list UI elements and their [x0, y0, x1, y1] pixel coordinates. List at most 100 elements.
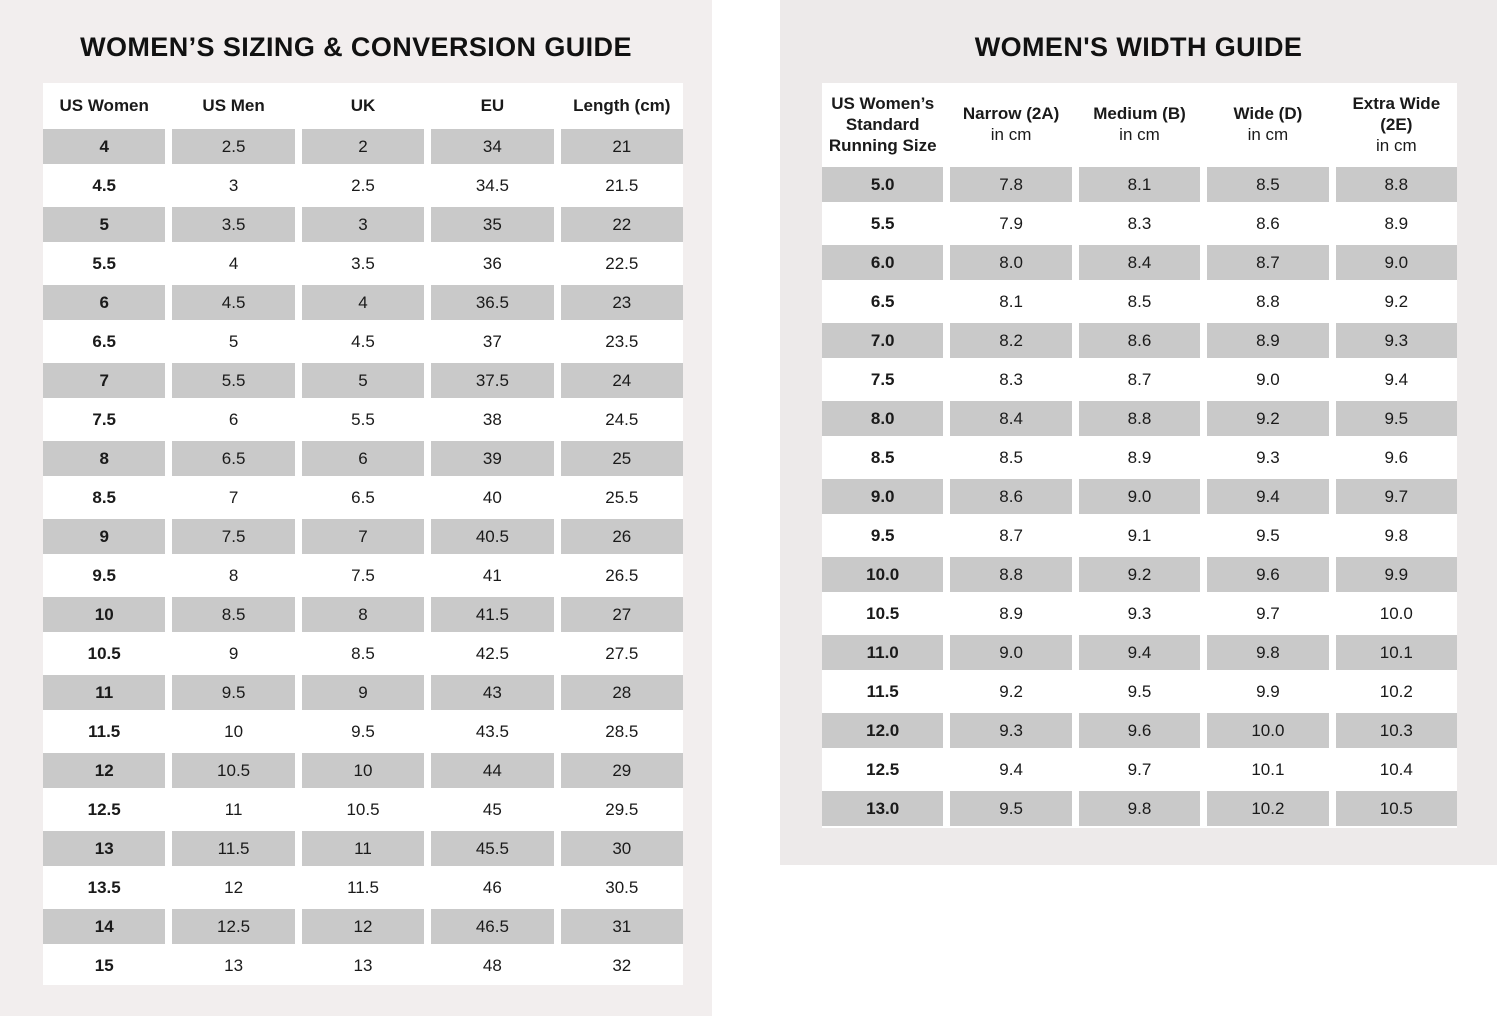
- sizing-table-cell: 44: [431, 753, 554, 788]
- width-table-cell: 8.7: [1207, 245, 1329, 280]
- sizing-table-cell: 5: [43, 207, 166, 242]
- width-table-cell: 9.2: [1078, 557, 1201, 592]
- width-table-cell: 7.5: [870, 369, 895, 389]
- width-table-cell: 8.8: [1335, 167, 1457, 202]
- sizing-table-row: 7 5.5 5 37.5 24: [43, 361, 683, 400]
- width-table-cell: 10.4: [1379, 759, 1413, 779]
- sizing-table-cell: 24.5: [605, 409, 639, 429]
- sizing-table-body: 4 2.5 2 34 21 4.5 3 2.5 34.5 21.5 5 3.5 3 35 22 5.5 4 3.5…: [43, 127, 683, 985]
- sizing-table-cell: 9.5: [172, 675, 295, 710]
- sizing-table-cell: 13: [353, 955, 373, 975]
- sizing-column-header: US Women: [59, 95, 149, 115]
- sizing-table-row: 6.5 5 4.5 37 23.5: [43, 322, 683, 361]
- sizing-table-cell: 4: [301, 285, 425, 320]
- width-table-cell: 9.1: [1127, 525, 1152, 545]
- sizing-table-cell: 46: [482, 877, 502, 897]
- width-table-row: 7.0 8.2 8.6 8.9 9.3: [822, 321, 1457, 360]
- sizing-table-cell: 37.5: [431, 363, 554, 398]
- sizing-table-cell: 7: [43, 363, 166, 398]
- sizing-table-cell: 10: [43, 597, 166, 632]
- sizing-table-cell: 6: [228, 409, 239, 429]
- sizing-table-row: 10 8.5 8 41.5 27: [43, 595, 683, 634]
- width-column-header: Narrow (2A) in cm: [962, 104, 1060, 144]
- width-table-cell: 8.5: [999, 447, 1023, 467]
- sizing-table-row: 8 6.5 6 39 25: [43, 439, 683, 478]
- sizing-table-row: 11.5 10 9.5 43.5 28.5: [43, 712, 683, 751]
- sizing-table-cell: 23.5: [605, 331, 639, 351]
- width-table-cell: 5.0: [822, 167, 944, 202]
- width-table-cell: 8.5: [1207, 167, 1329, 202]
- sizing-table-cell: 4.5: [172, 285, 295, 320]
- width-table-cell: 8.9: [999, 603, 1023, 623]
- width-table-cell: 12.0: [822, 713, 944, 748]
- width-table-cell: 9.8: [1207, 635, 1329, 670]
- width-column-header: US Women’s Standard Running Size: [828, 93, 937, 155]
- sizing-table-cell: 35: [431, 207, 554, 242]
- sizing-table-cell: 10.5: [172, 753, 295, 788]
- width-table-cell: 9.3: [1256, 447, 1280, 467]
- sizing-table-cell: 8: [43, 441, 166, 476]
- sizing-table-cell: 2: [301, 129, 425, 164]
- width-table-row: 9.0 8.6 9.0 9.4 9.7: [822, 477, 1457, 516]
- width-table-cell: 7.9: [999, 213, 1023, 233]
- sizing-table-cell: 14: [43, 909, 166, 944]
- sizing-table-cell: 2.5: [172, 129, 295, 164]
- sizing-table-cell: 11.5: [347, 877, 379, 897]
- sizing-table-cell: 4.5: [351, 331, 375, 351]
- width-table-header-row: US Women’s Standard Running Size Narrow (2A…: [822, 83, 1457, 165]
- width-table-row: 12.5 9.4 9.7 10.1 10.4: [822, 750, 1457, 789]
- width-table-cell: 8.9: [1127, 447, 1152, 467]
- width-table-cell: 9.7: [1256, 603, 1280, 623]
- sizing-table-row: 5.5 4 3.5 36 22.5: [43, 244, 683, 283]
- sizing-table-row: 14 12.5 12 46.5 31: [43, 907, 683, 946]
- sizing-table-cell: 3.5: [351, 253, 375, 273]
- width-table-cell: 9.3: [1127, 603, 1152, 623]
- width-table-cell: 8.4: [950, 401, 1072, 436]
- width-table-cell: 8.8: [1078, 401, 1201, 436]
- sizing-table-row: 11 9.5 9 43 28: [43, 673, 683, 712]
- width-table-cell: 9.3: [950, 713, 1072, 748]
- sizing-table-cell: 7: [301, 519, 425, 554]
- sizing-column-header: US Men: [202, 95, 265, 115]
- sizing-table-cell: 12: [43, 753, 166, 788]
- width-table-cell: 9.6: [1078, 713, 1201, 748]
- width-table-cell: 8.8: [950, 557, 1072, 592]
- sizing-table-cell: 8: [301, 597, 425, 632]
- width-table-cell: 9.0: [1078, 479, 1201, 514]
- sizing-table-cell: 25.5: [605, 487, 639, 507]
- sizing-table-cell: 29.5: [605, 799, 639, 819]
- sizing-table-cell: 43: [431, 675, 554, 710]
- width-table-cell: 6.0: [822, 245, 944, 280]
- sizing-table-cell: 7.5: [172, 519, 295, 554]
- sizing-table-cell: 25: [560, 441, 683, 476]
- sizing-table-cell: 28.5: [605, 721, 639, 741]
- sizing-table-cell: 5: [301, 363, 425, 398]
- sizing-table-cell: 40.5: [431, 519, 554, 554]
- sizing-table-cell: 6.5: [172, 441, 295, 476]
- width-table-cell: 8.7: [1127, 369, 1152, 389]
- sizing-table-cell: 4: [43, 129, 166, 164]
- width-table-cell: 9.5: [950, 791, 1072, 826]
- sizing-table-row: 4 2.5 2 34 21: [43, 127, 683, 166]
- sizing-table-row: 8.5 7 6.5 40 25.5: [43, 478, 683, 517]
- sizing-table-cell: 41: [482, 565, 502, 585]
- width-table-cell: 8.0: [950, 245, 1072, 280]
- sizing-table-cell: 29: [560, 753, 683, 788]
- width-table-cell: 11.0: [822, 635, 944, 670]
- sizing-column-header: UK: [350, 95, 376, 115]
- sizing-table-cell: 6: [301, 441, 425, 476]
- width-table-cell: 8.1: [999, 291, 1023, 311]
- width-table-cell: 10.2: [1207, 791, 1329, 826]
- width-table-row: 8.0 8.4 8.8 9.2 9.5: [822, 399, 1457, 438]
- sizing-table-cell: 26: [560, 519, 683, 554]
- width-table-cell: 9.9: [1256, 681, 1280, 701]
- sizing-table-cell: 40: [482, 487, 502, 507]
- width-table-row: 9.5 8.7 9.1 9.5 9.8: [822, 516, 1457, 555]
- sizing-table-cell: 10.5: [87, 643, 121, 663]
- sizing-table-cell: 2.5: [351, 175, 375, 195]
- sizing-table-cell: 6: [43, 285, 166, 320]
- sizing-table-row: 9.5 8 7.5 41 26.5: [43, 556, 683, 595]
- sizing-table-cell: 26.5: [605, 565, 639, 585]
- sizing-table-cell: 10.5: [346, 799, 380, 819]
- sizing-table-row: 13 11.5 11 45.5 30: [43, 829, 683, 868]
